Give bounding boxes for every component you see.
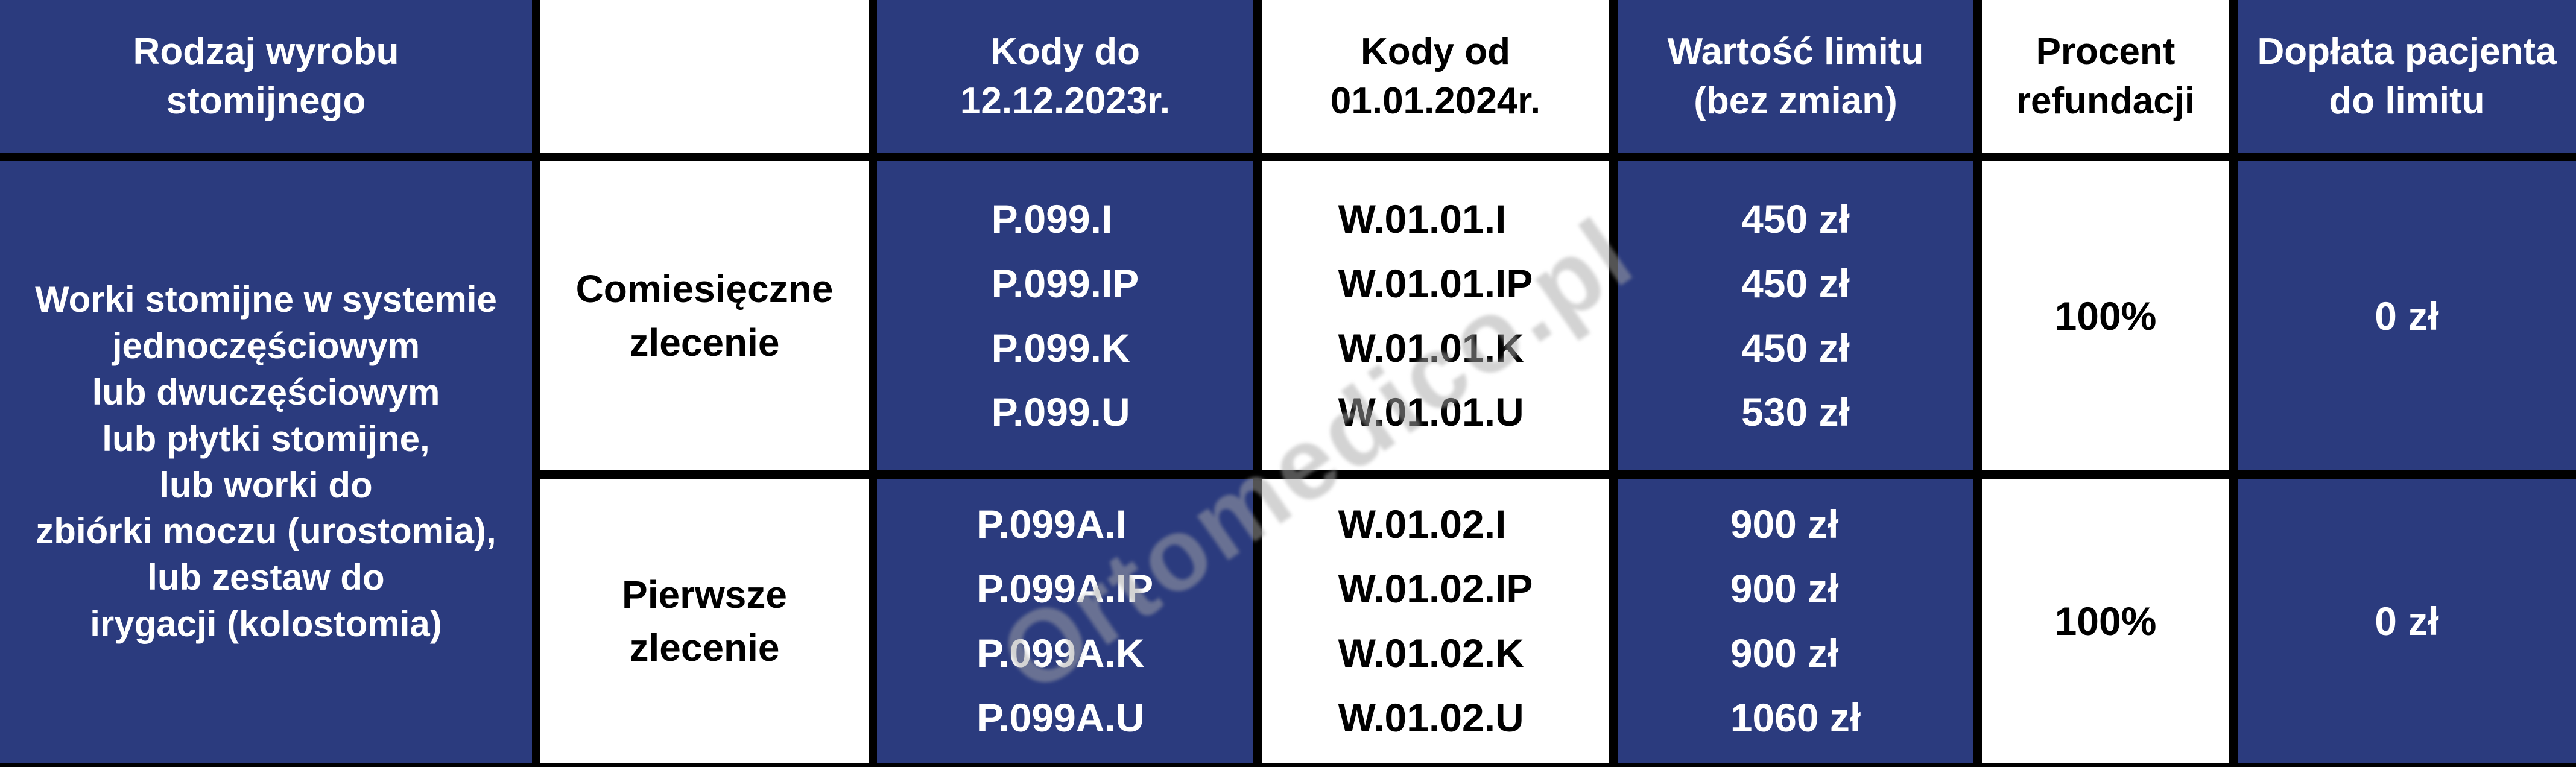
row2-codes-new-text: W.01.02.I W.01.02.IP W.01.02.K W.01.02.U — [1338, 502, 1533, 740]
row2-refund-percent-cell: 100% — [1982, 479, 2229, 763]
row2-codes-old-cell: P.099A.I P.099A.IP P.099A.K P.099A.U — [877, 479, 1253, 763]
header-limit-value: Wartość limitu (bez zmian) — [1618, 0, 1973, 153]
row2-patient-copay-cell: 0 zł — [2238, 479, 2576, 763]
header-product-type: Rodzaj wyrobu stomijnego — [0, 0, 532, 153]
row1-codes-old-cell: P.099.I P.099.IP P.099.K P.099.U — [877, 161, 1253, 470]
header-codes-old: Kody do 12.12.2023r. — [877, 0, 1253, 153]
row1-limit-values-cell: 450 zł 450 zł 450 zł 530 zł — [1618, 161, 1973, 470]
row2-codes-old-text: P.099A.I P.099A.IP P.099A.K P.099A.U — [976, 502, 1154, 740]
row2-limit-values-text: 900 zł 900 zł 900 zł 1060 zł — [1730, 502, 1861, 740]
row1-limit-values-text: 450 zł 450 zł 450 zł 530 zł — [1741, 196, 1850, 435]
row1-codes-new-cell: W.01.01.I W.01.01.IP W.01.01.K W.01.01.U — [1262, 161, 1609, 470]
row1-codes-old-text: P.099.I P.099.IP P.099.K P.099.U — [991, 196, 1139, 435]
header-order-type — [540, 0, 869, 153]
row1-patient-copay-cell: 0 zł — [2238, 161, 2576, 470]
header-patient-copay: Dopłata pacjenta do limitu — [2238, 0, 2576, 153]
row1-order-type-cell: Comiesięczne zlecenie — [540, 161, 869, 470]
row1-refund-percent-cell: 100% — [1982, 161, 2229, 470]
row2-order-type-cell: Pierwsze zlecenie — [540, 479, 869, 763]
header-refund-percent: Procent refundacji — [1982, 0, 2229, 153]
row1-codes-new-text: W.01.01.I W.01.01.IP W.01.01.K W.01.01.U — [1338, 196, 1533, 435]
row2-limit-values-cell: 900 zł 900 zł 900 zł 1060 zł — [1618, 479, 1973, 763]
product-group-cell: Worki stomijne w systemie jednoczęściowy… — [0, 161, 532, 763]
header-codes-new: Kody od 01.01.2024r. — [1262, 0, 1609, 153]
row2-codes-new-cell: W.01.02.I W.01.02.IP W.01.02.K W.01.02.U — [1262, 479, 1609, 763]
